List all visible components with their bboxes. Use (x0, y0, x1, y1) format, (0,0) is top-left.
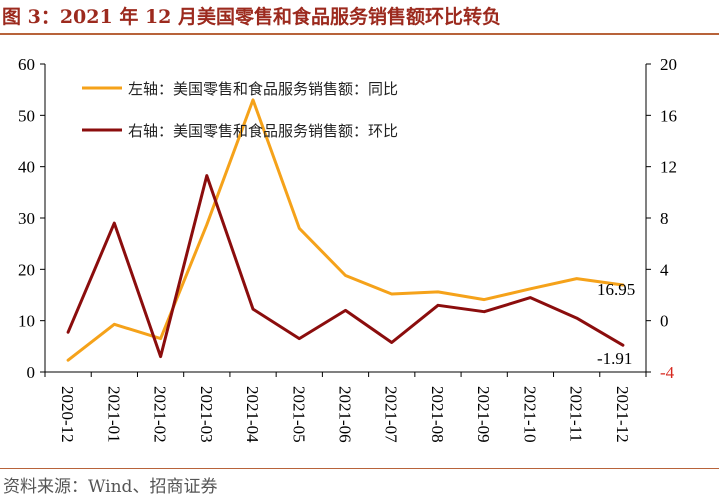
right-tick-label: 16 (660, 106, 677, 125)
x-tick-label: 2021-03 (197, 386, 216, 443)
source-note: 资料来源：Wind、招商证券 (3, 477, 218, 497)
right-tick-label: 20 (660, 55, 677, 74)
x-tick-label: 2021-01 (104, 386, 123, 443)
x-tick-label: 2021-05 (289, 386, 308, 443)
x-tick-label: 2021-08 (428, 386, 447, 443)
x-tick-label: 2021-11 (567, 386, 586, 442)
right-axis-ticks: -4 0 4 8 12 16 20 (646, 55, 677, 382)
left-tick-label: 40 (18, 158, 35, 177)
data-labels: 16.95 -1.91 (597, 280, 635, 368)
legend-label: 右轴：美国零售和食品服务销售额：环比 (128, 122, 398, 140)
x-tick-label: 2021-09 (474, 386, 493, 443)
left-tick-label: 60 (18, 55, 35, 74)
left-axis-ticks: 0 10 20 30 40 50 60 (18, 55, 45, 382)
x-tick-label: 2021-07 (382, 386, 401, 443)
data-label-mom: -1.91 (597, 349, 632, 368)
right-tick-label: 0 (660, 312, 669, 331)
x-tick-label: 2021-10 (520, 386, 539, 443)
legend-label: 左轴：美国零售和食品服务销售额：同比 (128, 80, 398, 98)
left-tick-label: 20 (18, 260, 35, 279)
right-tick-label: 8 (660, 209, 669, 228)
line-chart: 0 10 20 30 40 50 60 -4 0 4 8 12 16 20 2020-12 2021-01… (18, 55, 677, 443)
left-tick-label: 50 (18, 106, 35, 125)
x-tick-label: 2021-12 (613, 386, 632, 443)
chart-axes (44, 64, 647, 373)
mom-series-line (66, 174, 625, 359)
x-axis-ticks: 2020-12 2021-01 2021-02 2021-03 2021-04 2021-… (44, 372, 647, 443)
source-divider (0, 468, 719, 469)
x-tick-label: 2021-06 (336, 386, 355, 443)
right-tick-label: -4 (660, 363, 675, 382)
x-tick-label: 2021-04 (243, 386, 262, 443)
yoy-series-line (66, 98, 625, 362)
series-lines (66, 98, 625, 362)
figure-title: 图 3：2021 年 12 月美国零售和食品服务销售额环比转负 (2, 6, 502, 28)
x-tick-label: 2020-12 (58, 386, 77, 443)
right-tick-label: 12 (660, 158, 677, 177)
left-tick-label: 0 (27, 363, 36, 382)
title-divider (0, 33, 719, 35)
x-tick-label: 2021-02 (151, 386, 170, 443)
right-tick-label: 4 (660, 260, 669, 279)
left-tick-label: 10 (18, 312, 35, 331)
left-tick-label: 30 (18, 209, 35, 228)
data-label-yoy: 16.95 (597, 280, 635, 299)
